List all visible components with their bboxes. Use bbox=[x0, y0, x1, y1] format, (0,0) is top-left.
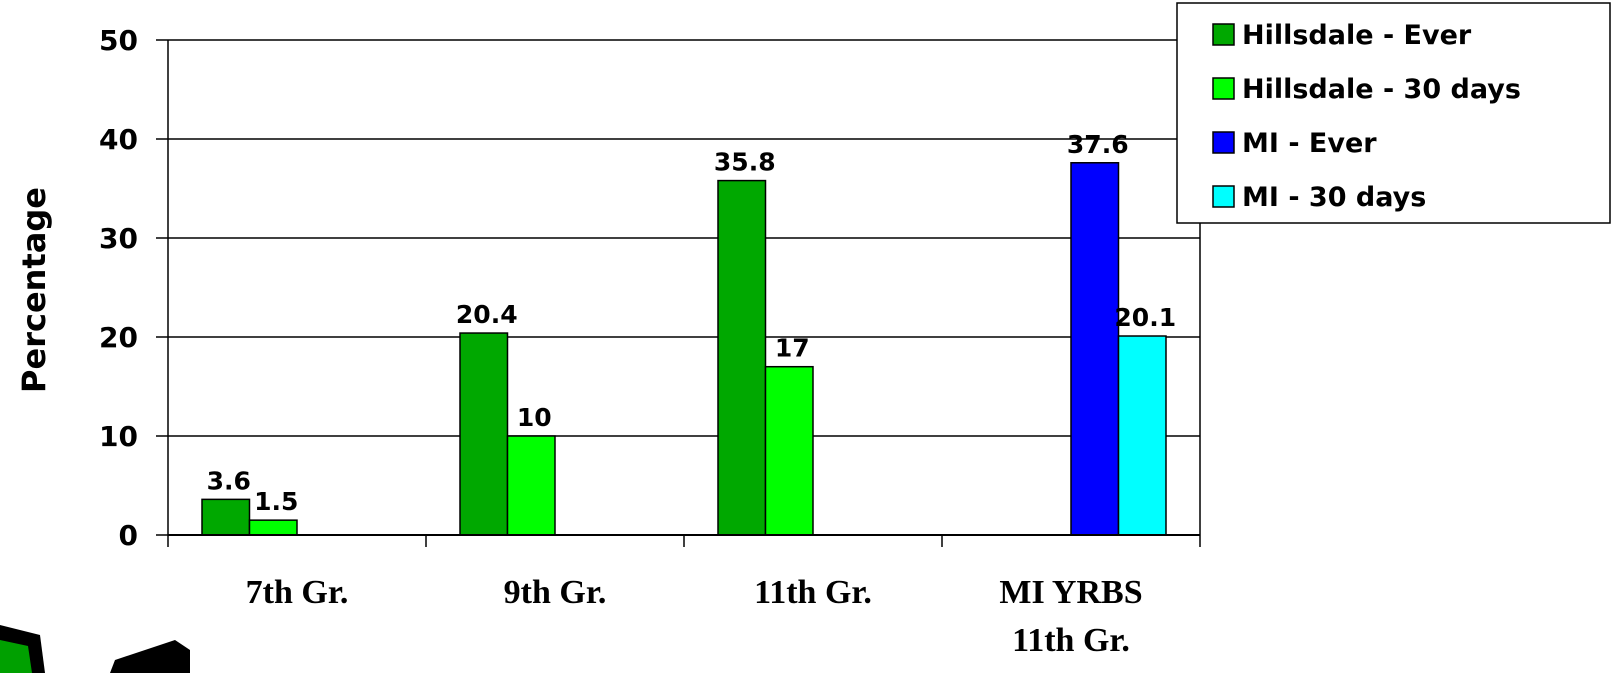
data-label: 20.1 bbox=[1114, 303, 1176, 332]
bar bbox=[459, 332, 509, 536]
legend: Hillsdale - Ever Hillsdale - 30 days MI - … bbox=[1176, 2, 1611, 224]
data-label: 17 bbox=[775, 334, 810, 363]
category-labels: 7th Gr. 9th Gr. 11th Gr. MI YRBS 11th Gr. bbox=[246, 574, 1143, 659]
bar bbox=[1117, 335, 1167, 536]
category-label: MI YRBS bbox=[999, 574, 1142, 611]
legend-swatch bbox=[1212, 23, 1235, 46]
category-label: 9th Gr. bbox=[504, 574, 607, 611]
legend-label: MI - 30 days bbox=[1242, 182, 1426, 213]
legend-label: Hillsdale - 30 days bbox=[1242, 74, 1521, 105]
category-label: 11th Gr. bbox=[754, 574, 872, 611]
gridlines bbox=[168, 39, 1200, 437]
y-axis-label: Percentage bbox=[15, 187, 53, 393]
value-labels: 3.6 20.4 35.8 1.5 10 17 37.6 20.1 bbox=[207, 130, 1176, 516]
y-tick-label: 50 bbox=[99, 24, 138, 57]
bars bbox=[201, 162, 1167, 536]
legend-swatch bbox=[1212, 131, 1235, 154]
data-label: 3.6 bbox=[207, 466, 251, 495]
y-tick-labels: 0 10 20 30 40 50 bbox=[99, 24, 138, 552]
y-tick-label: 10 bbox=[99, 420, 138, 453]
category-label: 11th Gr. bbox=[1012, 622, 1130, 659]
legend-swatch bbox=[1212, 185, 1235, 208]
bar bbox=[506, 435, 556, 536]
y-tick-label: 30 bbox=[99, 222, 138, 255]
bar bbox=[764, 365, 814, 536]
legend-box bbox=[1176, 2, 1611, 224]
bar bbox=[1070, 162, 1120, 536]
y-tick-label: 0 bbox=[119, 519, 138, 552]
data-label: 1.5 bbox=[254, 487, 298, 516]
category-label: 7th Gr. bbox=[246, 574, 349, 611]
data-label: 37.6 bbox=[1067, 130, 1129, 159]
y-tick-label: 40 bbox=[99, 123, 138, 156]
legend-label: Hillsdale - Ever bbox=[1242, 20, 1472, 51]
bar bbox=[201, 498, 251, 536]
data-label: 35.8 bbox=[714, 148, 776, 177]
legend-swatch bbox=[1212, 77, 1235, 100]
y-tick-label: 20 bbox=[99, 321, 138, 354]
data-label: 20.4 bbox=[456, 300, 518, 329]
bar bbox=[717, 179, 767, 536]
legend-label: MI - Ever bbox=[1242, 128, 1377, 159]
axes bbox=[156, 39, 1201, 547]
bar bbox=[248, 519, 298, 536]
logo-icon bbox=[0, 625, 190, 673]
data-label: 10 bbox=[517, 403, 552, 432]
